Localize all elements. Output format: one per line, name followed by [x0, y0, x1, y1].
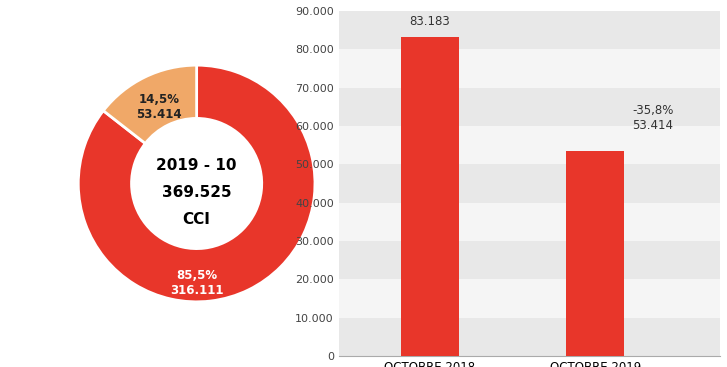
Text: 83.183: 83.183 [409, 15, 450, 28]
Wedge shape [103, 65, 196, 143]
Bar [401, 37, 459, 356]
Text: -35,8%
53.414: -35,8% 53.414 [632, 104, 673, 132]
Text: CCI: CCI [182, 211, 211, 226]
Bar [339, 203, 720, 241]
Bar [339, 11, 720, 49]
Bar [339, 279, 720, 318]
Title: Evolution des CCI-NDE: Evolution des CCI-NDE [425, 0, 634, 4]
Bar [339, 88, 720, 126]
Bar [339, 241, 720, 279]
Bar [339, 126, 720, 164]
Bar [339, 49, 720, 88]
Text: 85,5%
316.111: 85,5% 316.111 [170, 269, 223, 297]
Text: 2019 - 10: 2019 - 10 [156, 158, 237, 173]
Bar [566, 151, 624, 356]
Text: 369.525: 369.525 [162, 185, 231, 200]
Text: 14,5%
53.414: 14,5% 53.414 [137, 93, 182, 121]
Wedge shape [79, 65, 315, 302]
Bar [339, 318, 720, 356]
Bar [339, 164, 720, 203]
